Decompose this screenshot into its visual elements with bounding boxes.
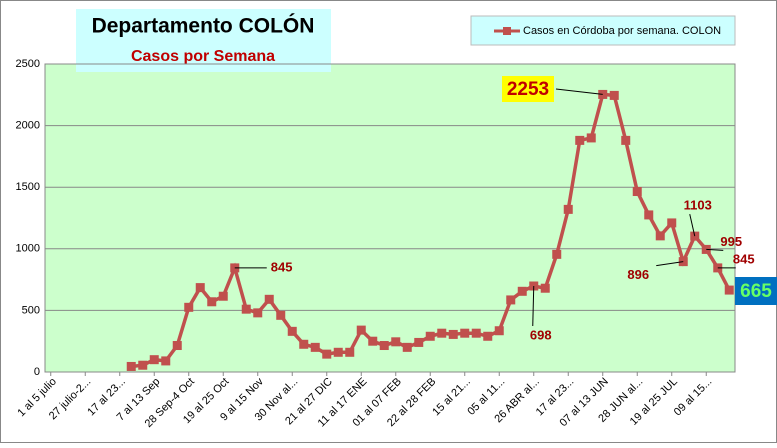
data-label: 845 (733, 251, 755, 266)
point (667, 218, 677, 228)
y-tick-label: 500 (22, 304, 40, 316)
point (368, 336, 378, 346)
point (425, 331, 435, 341)
y-tick-label: 0 (34, 366, 40, 378)
point (448, 329, 458, 339)
point (483, 331, 493, 341)
point (609, 90, 619, 100)
y-tick-label: 1500 (16, 181, 40, 193)
point (276, 310, 286, 320)
label-box (502, 76, 554, 102)
point (552, 249, 562, 259)
title-box (76, 9, 331, 72)
legend-label: Casos en Córdoba por semana. COLON (523, 25, 721, 37)
data-label: 698 (530, 327, 552, 342)
point (356, 325, 366, 335)
point (506, 295, 516, 305)
point (241, 304, 251, 314)
point (172, 341, 182, 351)
point (322, 349, 332, 359)
y-tick-label: 2500 (16, 58, 40, 70)
point (264, 294, 274, 304)
point (575, 135, 585, 145)
data-label: 665 (740, 281, 772, 302)
point (218, 291, 228, 301)
point (437, 328, 447, 338)
point (184, 302, 194, 312)
data-label: 995 (720, 234, 742, 249)
point (379, 341, 389, 351)
point (586, 133, 596, 143)
y-tick-label: 2000 (16, 120, 40, 132)
leader (532, 285, 535, 327)
leader (555, 88, 603, 95)
point (207, 297, 217, 307)
point (253, 308, 263, 318)
point (149, 355, 159, 365)
leader (656, 261, 684, 267)
point (471, 328, 481, 338)
point (391, 337, 401, 347)
point (540, 283, 550, 293)
chart-subtitle: Casos por Semana (131, 48, 275, 65)
point (287, 326, 297, 336)
point (402, 342, 412, 352)
data-label: 2253 (507, 79, 549, 100)
point (494, 326, 504, 336)
data-label: 1103 (684, 198, 712, 213)
point (161, 356, 171, 366)
point (126, 361, 136, 371)
point (138, 360, 148, 370)
chart-title: Departamento COLÓN (92, 14, 315, 38)
point (724, 285, 734, 295)
point (632, 187, 642, 197)
point (460, 328, 470, 338)
point (299, 339, 309, 349)
legend-marker (503, 27, 511, 35)
point (655, 231, 665, 241)
leader (689, 213, 696, 237)
data-label: 896 (627, 267, 649, 282)
y-tick-label: 1000 (16, 243, 40, 255)
point (644, 210, 654, 220)
point (333, 347, 343, 357)
label-box (735, 277, 777, 305)
point (195, 283, 205, 293)
point (310, 342, 320, 352)
data-label: 845 (271, 259, 293, 274)
point (345, 347, 355, 357)
point (414, 337, 424, 347)
point (563, 204, 573, 214)
plot-area (44, 63, 736, 373)
point (517, 286, 527, 296)
leader (706, 248, 724, 251)
point (621, 135, 631, 145)
